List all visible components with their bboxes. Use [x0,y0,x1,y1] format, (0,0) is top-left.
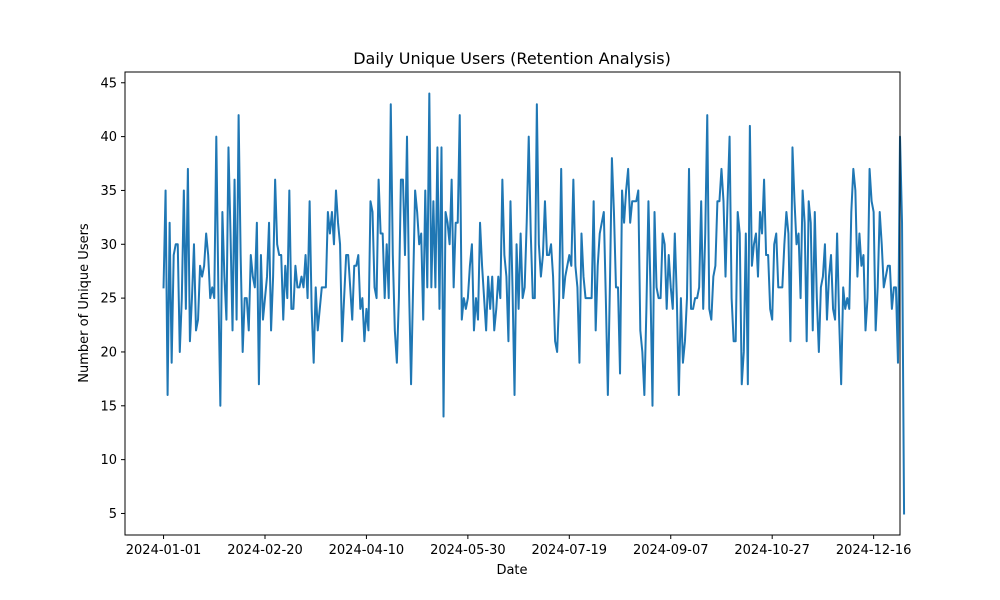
axes-layer: 5 10 15 20 25 30 35 40 45 2024-01-01 2024-02-20 202… [100,76,911,558]
y-tick-label: 45 [100,76,117,91]
plot-layer [162,92,906,515]
y-tick-label: 15 [100,399,117,414]
x-tick-label: 2024-04-10 [329,543,405,558]
y-tick-label: 20 [100,345,117,360]
x-tick-label: 2024-05-30 [430,543,506,558]
x-axis-title: Date [496,563,527,578]
x-tick-label: 2024-09-07 [633,543,709,558]
y-tick-label: 10 [100,453,117,468]
x-tick-label: 2024-07-19 [532,543,608,558]
plot-frame [124,71,901,536]
chart-title: Daily Unique Users (Retention Analysis) [353,49,671,68]
y-tick-label: 30 [100,238,117,253]
y-axis-title: Number of Unique Users [77,223,92,383]
y-tick-label: 25 [100,292,117,307]
x-tick-label: 2024-02-20 [227,543,303,558]
x-tick-label: 2024-01-01 [126,543,202,558]
x-tick-label: 2024-10-27 [734,543,810,558]
series-line-0 [162,92,906,515]
y-tick-label: 5 [109,507,117,522]
y-tick-label: 35 [100,184,117,199]
y-tick-label: 40 [100,130,117,145]
x-tick-label: 2024-12-16 [836,543,912,558]
